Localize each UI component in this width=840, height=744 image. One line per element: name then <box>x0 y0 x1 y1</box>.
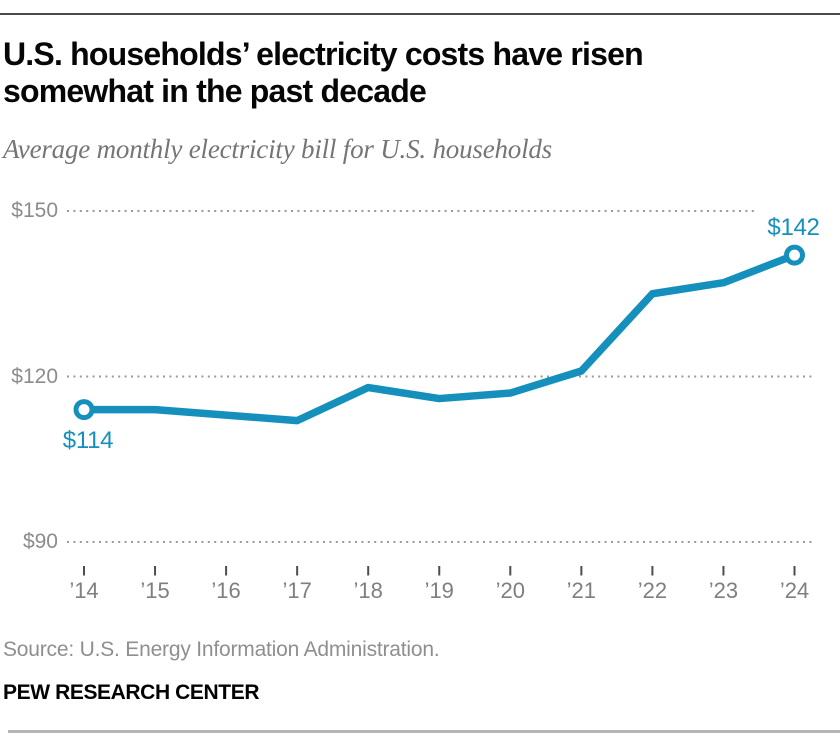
x-axis-label: ’14 <box>69 578 99 603</box>
pew-research-center-wordmark: PEW RESEARCH CENTER <box>3 681 260 704</box>
x-axis-label: ’22 <box>637 578 668 603</box>
chart-subtitle: Average monthly electricity bill for U.S… <box>3 134 552 164</box>
x-axis-label: ’23 <box>708 578 739 603</box>
source-note: Source: U.S. Energy Information Administ… <box>3 638 440 661</box>
trend-line <box>80 251 799 425</box>
x-axis-label: ’17 <box>282 578 312 603</box>
y-axis-label: $120 <box>11 364 58 388</box>
data-point-marker <box>73 399 95 421</box>
x-axis-label: ’15 <box>140 578 170 603</box>
x-axis-label: ’19 <box>424 578 454 603</box>
y-axis-label: $90 <box>22 530 58 553</box>
value-label-end: $142 <box>767 214 820 241</box>
x-axis-label: ’24 <box>779 578 810 603</box>
x-axis-label: ’18 <box>353 578 383 603</box>
top-rule <box>0 13 840 15</box>
title-line-1: U.S. households’ electricity costs have … <box>3 36 644 72</box>
title-line-2: somewhat in the past decade <box>3 73 427 109</box>
x-axis-label: ’16 <box>211 578 241 603</box>
value-label-start: $114 <box>62 427 114 454</box>
x-axis-label: ’20 <box>495 578 525 603</box>
x-axis-label: ’21 <box>566 578 597 603</box>
data-point-marker <box>784 244 805 266</box>
chart-title: U.S. households’ electricity costs have … <box>3 36 743 110</box>
y-axis-label: $150 <box>11 199 58 222</box>
bottom-rule <box>8 730 840 733</box>
